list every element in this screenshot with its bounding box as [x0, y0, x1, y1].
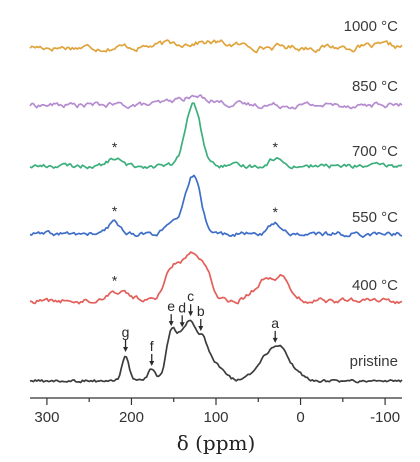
peak-arrow-head: [149, 360, 155, 366]
trace-label: pristine: [350, 353, 398, 370]
peak-arrow-head: [168, 321, 174, 327]
x-tick-label: 200: [119, 409, 144, 426]
spinning-sideband-marker: *: [112, 203, 118, 219]
trace-550-c: 550 °C * *: [29, 174, 403, 238]
trace-label: 400 °C: [352, 277, 398, 294]
trace-label: 550 °C: [352, 209, 398, 226]
spectrum-line: [30, 251, 403, 305]
spinning-sideband-marker: *: [272, 204, 278, 220]
trace-label: 1000 °C: [344, 18, 399, 35]
spectrum-line: [29, 102, 403, 170]
spectrum-line: [29, 174, 403, 238]
x-tick-label: 100: [203, 409, 228, 426]
x-axis-title: δ (ppm): [177, 431, 256, 455]
x-tick-label: 300: [34, 409, 59, 426]
peak-arrow-head: [188, 311, 194, 317]
trace-label: 700 °C: [352, 143, 398, 160]
trace-850-c: 850 °C: [29, 78, 403, 110]
trace-pristine: pristine g f e dcb a: [29, 288, 403, 384]
peak-label-a: a: [271, 315, 279, 331]
x-axis: 300 200 100 0 -100: [30, 397, 402, 426]
peak-label-d: d: [178, 299, 186, 315]
peak-label-f: f: [150, 338, 154, 354]
trace-700-c: 700 °C * *: [29, 102, 403, 170]
peak-label-b: b: [197, 303, 205, 319]
x-tick-label: 0: [296, 409, 304, 426]
trace-400-c: 400 °C *: [30, 251, 403, 305]
spinning-sideband-marker: *: [112, 273, 118, 289]
peak-arrow-head: [198, 326, 204, 332]
x-tick-label: -100: [370, 409, 400, 426]
peak-label-g: g: [122, 324, 130, 340]
peak-arrow-head: [123, 347, 129, 352]
peak-label-c: c: [187, 288, 194, 304]
spinning-sideband-marker: *: [112, 139, 118, 155]
spectrum-line: [29, 39, 403, 54]
spectrum-line: [29, 94, 403, 110]
peak-arrow-head: [179, 322, 185, 328]
trace-label: 850 °C: [352, 78, 398, 95]
spectrum-line: [29, 319, 403, 384]
peak-arrow-head: [272, 337, 278, 343]
trace-1000-c: 1000 °C: [29, 18, 403, 54]
peak-label-e: e: [167, 298, 175, 314]
spinning-sideband-marker: *: [272, 139, 278, 155]
